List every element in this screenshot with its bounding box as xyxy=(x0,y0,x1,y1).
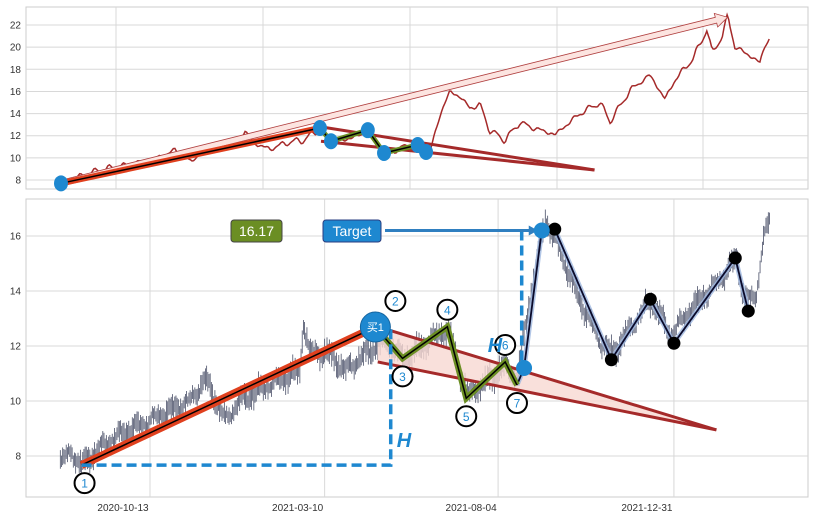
y-tick-label: 16 xyxy=(10,87,22,98)
wave-point-circle xyxy=(384,290,407,313)
wedge-lower-line xyxy=(377,360,717,432)
wave-point-circle xyxy=(455,405,478,428)
wave-point-label: 6 xyxy=(502,338,509,352)
overview-panel: 8 10 12 14 16 18 20 22 xyxy=(10,6,809,192)
swing-point xyxy=(667,336,681,350)
zigzag-center-line xyxy=(374,325,518,400)
target-marker xyxy=(533,222,550,239)
y-tick-label: 8 xyxy=(15,452,21,463)
y-tick-label: 12 xyxy=(10,342,22,353)
impulse-center-line xyxy=(81,326,376,466)
swing-point xyxy=(548,222,562,236)
height-label: H xyxy=(397,430,412,452)
swing-point xyxy=(643,292,657,306)
pivot-dot xyxy=(54,175,68,192)
pivot-dot xyxy=(419,143,434,160)
y-tick-label: 12 xyxy=(10,131,22,142)
wave-point-circle xyxy=(391,365,414,388)
wedge-upper-line xyxy=(377,325,717,432)
y-tick-label: 22 xyxy=(10,21,22,32)
wave-point-label: 1 xyxy=(81,477,88,491)
wave-point-circle xyxy=(494,333,517,356)
height-measure-line xyxy=(81,326,393,467)
impulse-center-line xyxy=(60,127,321,185)
target-value-box xyxy=(230,219,283,243)
y-tick-label: 14 xyxy=(10,109,22,120)
buy-marker xyxy=(359,311,391,343)
breakout-marker xyxy=(516,360,533,376)
wave-point-label: 4 xyxy=(444,303,451,317)
target-value-label: 16.17 xyxy=(239,223,274,239)
wave-point-label: 2 xyxy=(392,295,399,309)
target-label: Target xyxy=(333,223,372,239)
wave-point-label: 3 xyxy=(399,370,406,384)
x-tick-label: 2021-12-31 xyxy=(621,503,673,514)
y-tick-label: 10 xyxy=(10,397,22,408)
annotations: 16.17 Target xyxy=(230,219,382,243)
x-tick-label: 2020-10-13 xyxy=(97,503,149,514)
pivot-dot xyxy=(323,133,338,150)
pivot-dot xyxy=(377,144,392,161)
y-tick-label: 18 xyxy=(10,65,22,76)
y-tick-label: 16 xyxy=(10,232,22,243)
pivot-dot xyxy=(312,119,327,136)
target-label-box xyxy=(322,219,382,243)
wave-point-circle xyxy=(73,472,96,495)
wave-point-circle xyxy=(436,298,459,321)
y-tick-label: 20 xyxy=(10,43,22,54)
buy-marker-label: 买1 xyxy=(367,321,384,334)
y-tick-label: 14 xyxy=(10,287,22,298)
wave-point-label: 5 xyxy=(463,410,470,424)
target-arrow-head xyxy=(528,225,538,236)
pivot-dot xyxy=(360,122,375,139)
x-tick-label: 2021-08-04 xyxy=(446,503,498,514)
wedge-lower-line xyxy=(320,139,595,172)
swing-point xyxy=(741,304,755,318)
swing-point xyxy=(604,353,618,367)
wave-point-label: 7 xyxy=(514,397,521,411)
target-height-label: H xyxy=(488,335,503,357)
y-tick-label: 8 xyxy=(15,176,21,187)
y-tick-label: 10 xyxy=(10,153,22,164)
wave-point-circle xyxy=(505,392,528,415)
x-tick-label: 2021-03-10 xyxy=(272,503,324,514)
swing-point xyxy=(728,251,742,265)
